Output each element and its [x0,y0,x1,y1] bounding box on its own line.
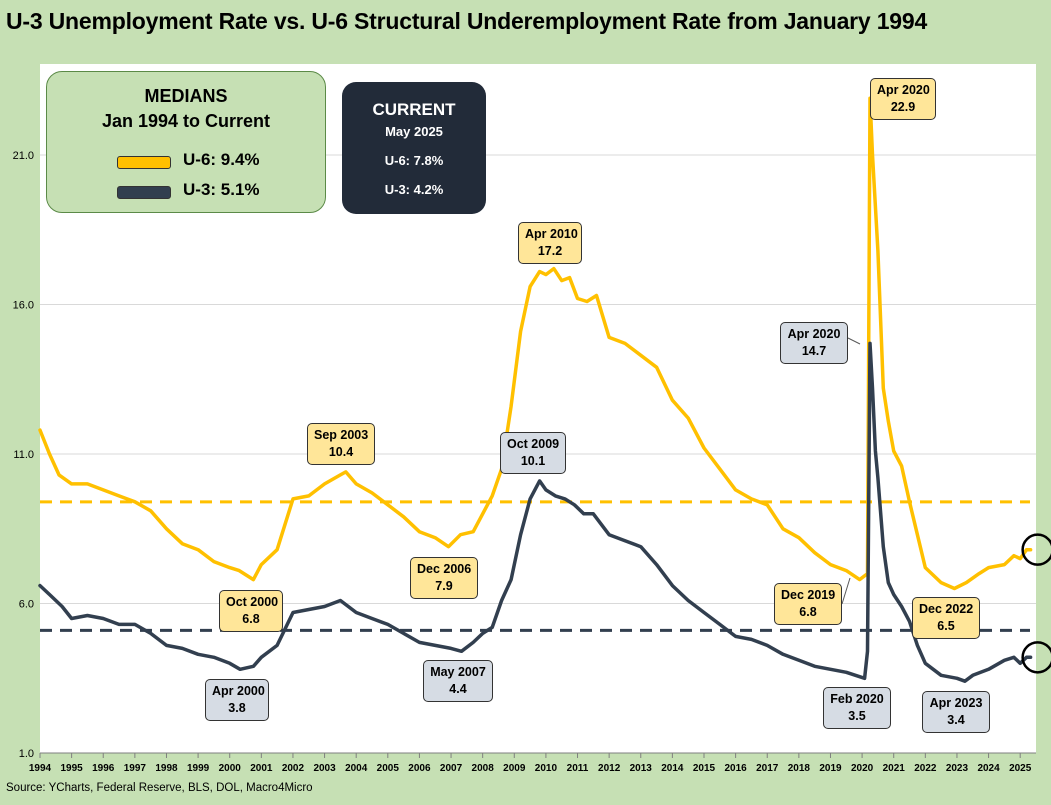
legend-u3: U-3: 5.1% [117,180,317,202]
annotation-u-3-apr-2000: Apr 2000 3.8 [205,679,269,721]
u3-current-circle [1021,641,1051,674]
x-tick-label: 1996 [92,763,115,774]
x-tick-label: 2004 [345,763,368,774]
x-tick-label: 2025 [1009,763,1032,774]
leader-line-dec2019-u6 [841,577,851,605]
current-title: CURRENT [372,100,456,119]
annotation-date: Apr 2020 [787,327,841,341]
annotation-date: Dec 2006 [417,562,472,576]
annotation-value: 22.9 [890,100,916,114]
annotation-date: Oct 2009 [507,437,560,451]
current-u6: U-6: 7.8% [384,153,444,168]
y-tick-label: 21.0 [13,150,34,162]
annotation-value: 14.7 [801,344,827,358]
x-tick-label: 2000 [219,763,242,774]
annotation-date: Apr 2000 [212,684,265,698]
annotation-value: 10.4 [328,445,354,459]
x-tick-label: 2018 [788,763,811,774]
medians-subtitle: Jan 1994 to Current [101,111,271,131]
x-tick-label: 1998 [155,763,178,774]
annotation-value: 3.8 [228,701,246,715]
x-tick-label: 2001 [250,763,273,774]
x-tick-label: 2019 [819,763,842,774]
annotation-u-3-oct-2009: Oct 2009 10.1 [500,432,566,474]
u3-series-line [38,341,1033,683]
y-tick-label: 6.0 [19,599,34,611]
x-tick-label: 2012 [598,763,621,774]
source-note: Source: YCharts, Federal Reserve, BLS, D… [6,782,313,794]
annotation-u-6-oct-2000: Oct 2000 6.8 [219,590,283,632]
annotation-value: 3.5 [848,709,866,723]
x-tick-label: 2011 [567,763,589,774]
x-tick-label: 1999 [187,763,210,774]
x-tick-label: 2023 [946,763,969,774]
annotation-date: Dec 2019 [781,588,836,602]
annotation-u-3-apr-2020: Apr 2020 14.7 [780,322,848,364]
x-tick-label: 2008 [472,763,495,774]
x-tick-label: 2024 [977,763,1000,774]
x-tick-label: 2014 [661,763,684,774]
annotation-u-3-apr-2023: Apr 2023 3.4 [922,691,990,733]
annotation-date: Apr 2020 [877,83,930,97]
u6-series-line [38,96,1033,591]
current-date: May 2025 [385,124,443,139]
x-tick-label: 2016 [724,763,747,774]
x-tick-label: 2005 [377,763,400,774]
annotation-value: 4.4 [449,682,467,696]
legend-u3-swatch [117,186,171,199]
annotation-value: 17.2 [537,244,563,258]
annotation-date: Feb 2020 [830,692,884,706]
annotation-date: Dec 2022 [919,602,974,616]
legend-u3-label: U-3: 5.1% [183,180,260,199]
annotation-value: 7.9 [435,579,453,593]
x-tick-label: 1994 [29,763,52,774]
annotation-u-6-apr-2020: Apr 2020 22.9 [870,78,936,120]
u6-current-circle [1021,533,1051,566]
annotation-u-6-dec-2022: Dec 2022 6.5 [912,597,980,639]
x-tick-label: 2020 [851,763,874,774]
annotation-u-6-dec-2006: Dec 2006 7.9 [410,557,478,599]
y-tick-label: 11.0 [13,449,34,461]
x-tick-label: 2010 [535,763,558,774]
x-tick-label: 2015 [693,763,716,774]
x-tick-label: 2013 [630,763,653,774]
leader-line-apr2020-u3 [847,337,861,345]
current-u3: U-3: 4.2% [384,182,444,197]
x-tick-label: 1995 [60,763,83,774]
annotation-u-3-may-2007: May 2007 4.4 [423,660,493,702]
legend-u6-label: U-6: 9.4% [183,150,260,169]
x-tick-label: 2022 [914,763,937,774]
legend-u6-swatch [117,156,171,169]
x-tick-label: 2021 [883,763,906,774]
annotation-value: 3.4 [947,713,965,727]
annotation-value: 6.5 [937,619,955,633]
x-tick-label: 2003 [313,763,336,774]
x-tick-label: 2006 [408,763,431,774]
x-tick-label: 2017 [756,763,779,774]
legend-u6: U-6: 9.4% [117,150,317,172]
x-tick-label: 1997 [124,763,147,774]
x-tick-label: 2007 [440,763,463,774]
annotation-date: Apr 2023 [929,696,983,710]
annotation-date: Sep 2003 [314,428,369,442]
annotation-date: Apr 2010 [525,227,578,241]
annotation-value: 10.1 [520,454,546,468]
annotation-date: Oct 2000 [226,595,279,609]
annotation-value: 6.8 [799,605,817,619]
current-box: CURRENT May 2025 U-6: 7.8% U-3: 4.2% [342,82,486,214]
y-tick-label: 1.0 [19,748,34,760]
x-tick-label: 2002 [282,763,305,774]
annotation-date: May 2007 [430,665,486,679]
annotation-value: 6.8 [242,612,260,626]
x-tick-label: 2009 [503,763,526,774]
annotation-u-6-sep-2003: Sep 2003 10.4 [307,423,375,465]
medians-title: MEDIANS [144,86,228,106]
annotation-u-6-dec-2019: Dec 2019 6.8 [774,583,842,625]
chart-title: U-3 Unemployment Rate vs. U-6 Structural… [6,8,928,34]
medians-box: MEDIANS Jan 1994 to Current U-6: 9.4% U-… [46,71,326,213]
annotation-u-3-feb-2020: Feb 2020 3.5 [823,687,891,729]
annotation-u-6-apr-2010: Apr 2010 17.2 [518,222,582,264]
y-tick-label: 16.0 [13,300,34,312]
